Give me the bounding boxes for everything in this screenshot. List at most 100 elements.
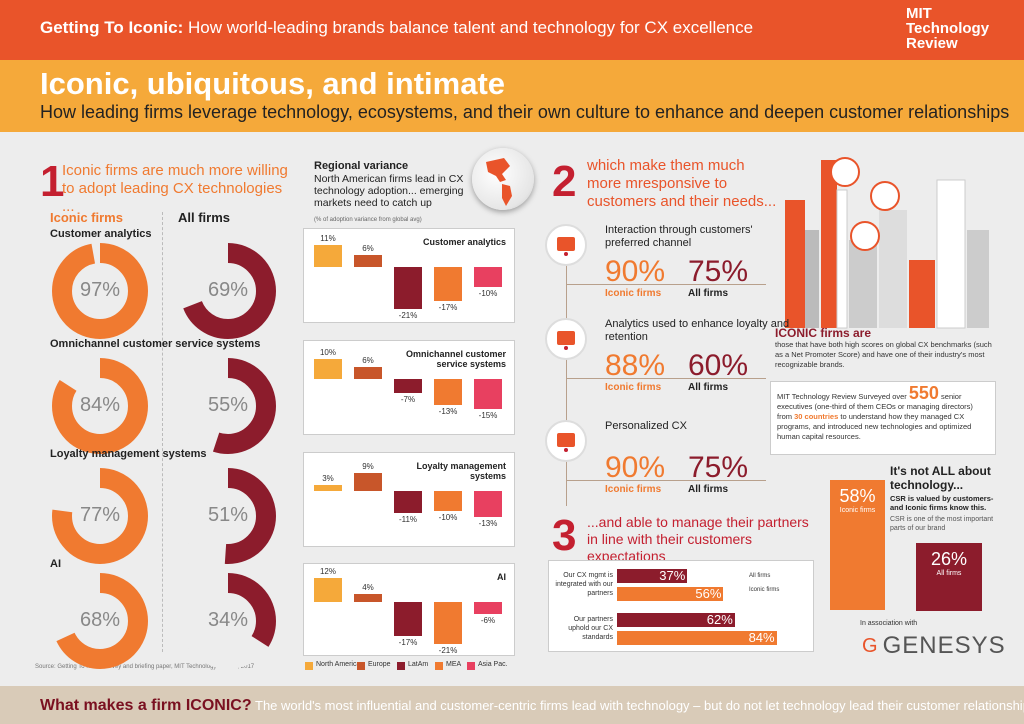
section2-number: 2: [552, 157, 577, 206]
assoc-text: In association with: [860, 620, 918, 627]
csr-title: It's not ALL about technology...: [890, 464, 991, 492]
cx-item-title: Interaction through customers' preferred…: [605, 224, 753, 249]
chart-bar: [434, 379, 462, 405]
all-donut-arc: [180, 243, 276, 339]
bar-value-label: -10%: [478, 289, 498, 298]
report-title: Getting To Iconic: How world-leading bra…: [40, 18, 754, 37]
chart-bar: [474, 491, 502, 517]
bar-value-label: -13%: [478, 519, 498, 528]
section3-text: ...and able to manage their partners in …: [587, 514, 809, 564]
iconic-percent-label: Iconic firms: [605, 484, 662, 495]
column-divider: [162, 212, 163, 652]
bar-value-label: -13%: [438, 407, 458, 416]
iconic-donut-arc: [52, 573, 148, 669]
chart-bar: [314, 578, 342, 602]
bar-value-label: -21%: [438, 646, 458, 655]
legend-label: North America: [316, 661, 361, 668]
bar-value-label: 9%: [362, 462, 374, 471]
chart-bar: [314, 359, 342, 379]
cx-item-title: Personalized CX: [605, 420, 687, 432]
regional-chart-panel: Loyalty management systems 3% 9% -11% -10% -1…: [303, 452, 515, 547]
regional-title: Regional variance: [314, 160, 409, 172]
tech-row-label: AI: [50, 558, 61, 570]
bar-value-label: 3%: [322, 474, 334, 483]
all-percent: 75%: [688, 255, 749, 288]
chart-bar: [354, 367, 382, 379]
bar-value-label: 12%: [319, 567, 336, 576]
all-donut-arc: [180, 358, 276, 454]
iconic-donut-arc: [52, 243, 148, 339]
globe-icon: [472, 148, 534, 210]
bar-value-label: -10%: [438, 513, 458, 522]
section2-text: which make them much more mresponsive to…: [587, 157, 777, 210]
cx-item-title: Analytics used to enhance loyalty and re…: [605, 318, 790, 343]
all-donut: [180, 573, 276, 669]
bar-value-label: -6%: [480, 616, 496, 625]
legend-label: Europe: [368, 661, 391, 668]
regional-chart-panel: Customer analytics 11% 6% -21% -17% -10%: [303, 228, 515, 323]
chart-bar: [314, 485, 342, 491]
chart-bar: [354, 594, 382, 602]
all-percent: 75%: [688, 451, 749, 484]
csr-bold: CSR is valued by customers- and Iconic f…: [890, 494, 994, 512]
bar-value-label: 11%: [320, 234, 336, 243]
iconic-def-title: ICONIC firms are: [775, 326, 872, 340]
partner-bar: [617, 587, 724, 601]
chart-bar: [474, 602, 502, 614]
people-icon: [545, 420, 587, 462]
all-donut: [180, 468, 276, 564]
all-donut-arc: [180, 468, 276, 564]
iconic-percent-label: Iconic firms: [605, 382, 662, 393]
all-percent-label: All firms: [688, 382, 729, 393]
item-divider: [566, 480, 766, 481]
iconic-col-head: Iconic firms: [50, 210, 123, 225]
all-col-head: All firms: [178, 210, 231, 225]
analytics-icon: [545, 318, 587, 360]
chart-bar: [394, 602, 422, 636]
mit-logo[interactable]: MIT Technology Review: [906, 5, 990, 52]
bar-value-label: 4%: [362, 583, 374, 592]
regional-legend: North America Europe LatAm MEA Asia Pac.: [305, 660, 520, 672]
partner-row-label: Our CX mgmt is integrated with our partn…: [555, 572, 613, 597]
partner-bar-label: 37%: [659, 568, 686, 583]
all-donut-label: 69%: [207, 279, 249, 301]
csr-iconic-building: 58% Iconic firms: [830, 480, 885, 610]
chart-bar: [474, 379, 502, 409]
chart-bar: [474, 267, 502, 287]
all-percent-label: All firms: [688, 288, 729, 299]
chart-bar: [394, 491, 422, 513]
footer-text: What makes a firm ICONIC? The world's mo…: [40, 697, 1024, 714]
chart-bar: [354, 255, 382, 267]
source-note: Source: Getting To Iconic survey and bri…: [35, 664, 255, 670]
item-divider: [566, 378, 766, 379]
regional-chart-panel: AI 12% 4% -17% -21% -6%: [303, 563, 515, 656]
bar-value-label: -11%: [398, 515, 418, 524]
item-divider: [566, 284, 766, 285]
tech-row-label: Loyalty management systems: [50, 448, 207, 460]
all-donut: [180, 243, 276, 339]
chart-bar: [434, 267, 462, 301]
chart-bar: [394, 379, 422, 393]
iconic-percent: 88%: [605, 349, 666, 382]
legend-swatch: [305, 662, 313, 670]
iconic-donut: [52, 358, 148, 454]
csr-all-building: 26% All firms: [916, 543, 982, 611]
hero-title: Iconic, ubiquitous, and intimate: [40, 66, 506, 101]
partner-bar: [617, 569, 688, 583]
section3-number: 3: [552, 511, 577, 560]
city-illustration: [785, 157, 989, 329]
iconic-percent: 90%: [605, 451, 666, 484]
bar-value-label: 6%: [362, 356, 374, 365]
tech-row-label: Customer analytics: [50, 228, 152, 240]
chart-bar: [394, 267, 422, 309]
genesys-logo[interactable]: G GENESYS: [862, 632, 1006, 659]
tech-row-label: Omnichannel customer service systems: [50, 338, 261, 350]
legend-label: MEA: [446, 661, 462, 668]
chart-title: AI: [497, 572, 506, 582]
partner-legend-iconic: Iconic firms: [749, 587, 780, 593]
chart-title: Customer analytics: [422, 237, 506, 247]
iconic-donut: [52, 243, 148, 339]
all-donut-arc: [180, 573, 276, 669]
chart-bar: [314, 245, 342, 267]
bar-value-label: 6%: [362, 244, 374, 253]
